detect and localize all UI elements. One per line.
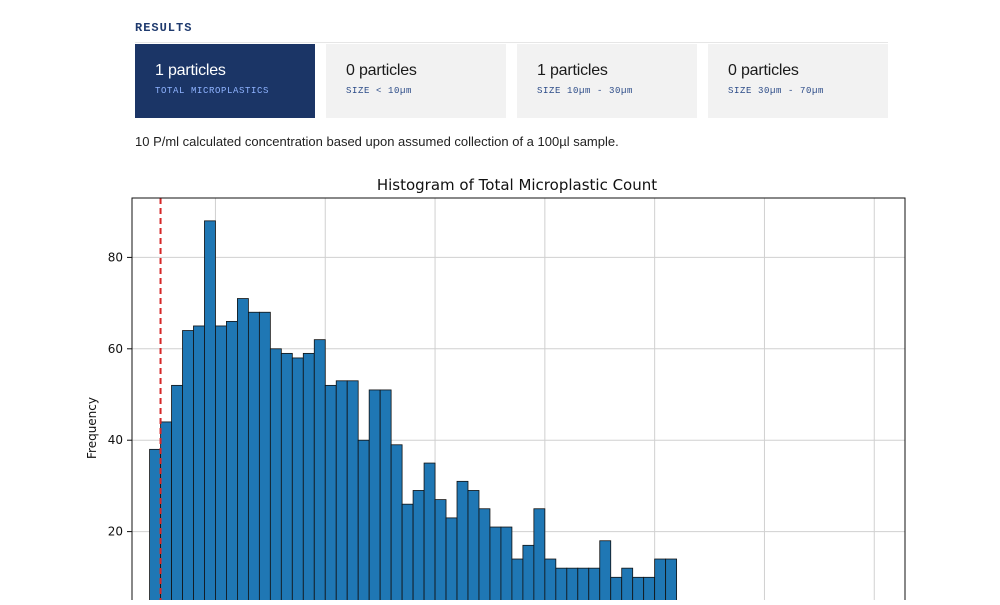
histogram-bar xyxy=(544,558,557,605)
histogram-bar xyxy=(215,325,227,605)
histogram-svg: Histogram of Total Microplastic Count 20… xyxy=(85,176,906,605)
card-label: SIZE < 10µm xyxy=(346,86,413,96)
histogram-bar xyxy=(226,320,238,605)
histogram-bar xyxy=(577,567,590,605)
histogram-bar xyxy=(423,462,436,605)
card-label: SIZE 30µm - 70µm xyxy=(728,86,825,96)
results-header: RESULTS xyxy=(135,18,888,43)
results-cards: 1 particles TOTAL MICROPLASTICS 0 partic… xyxy=(135,44,888,118)
histogram-bar xyxy=(643,576,656,605)
histogram-bar xyxy=(555,567,568,605)
card-count: 1 particles xyxy=(537,62,608,79)
chart-title: Histogram of Total Microplastic Count xyxy=(377,176,657,194)
histogram-bar xyxy=(467,490,480,605)
y-tick-label: 60 xyxy=(108,342,123,356)
histogram-bar xyxy=(171,384,183,605)
histogram-bar xyxy=(522,544,535,605)
histogram-bar xyxy=(445,517,458,605)
histogram-bar xyxy=(368,389,381,605)
concentration-note: 10 P/ml calculated concentration based u… xyxy=(135,134,619,149)
histogram-bar xyxy=(621,567,634,605)
histogram-bar xyxy=(665,558,678,605)
histogram-bar xyxy=(456,480,469,605)
histogram-bar xyxy=(401,503,414,605)
histogram-bar xyxy=(302,352,315,605)
histogram-bar xyxy=(478,508,491,605)
histogram-bar xyxy=(632,576,645,605)
histogram-bar xyxy=(379,389,392,605)
card-label: SIZE 10µm - 30µm xyxy=(537,86,634,96)
histogram-bar xyxy=(247,311,260,605)
histogram-bar xyxy=(149,448,161,605)
y-axis-label: Frequency xyxy=(85,397,99,459)
histogram-bar xyxy=(160,421,172,605)
histogram-chart: Histogram of Total Microplastic Count 20… xyxy=(0,165,1000,605)
histogram-bar xyxy=(291,357,304,605)
histogram-bar xyxy=(610,576,623,605)
histogram-bar xyxy=(489,526,502,605)
histogram-bar xyxy=(566,567,579,605)
card-count: 0 particles xyxy=(728,62,799,79)
histogram-bar xyxy=(313,339,326,605)
histogram-bar xyxy=(412,490,425,605)
histogram-bar xyxy=(588,567,601,605)
histogram-bar xyxy=(182,330,194,605)
y-tick-label: 40 xyxy=(108,433,123,447)
card-size-10-30um[interactable]: 1 particles SIZE 10µm - 30µm xyxy=(517,44,697,118)
y-tick-label: 80 xyxy=(108,250,123,264)
histogram-bar xyxy=(346,380,359,605)
histogram-bar xyxy=(500,526,513,605)
histogram-bar xyxy=(193,325,205,605)
histogram-bar xyxy=(324,384,337,605)
plot-frame xyxy=(131,197,906,605)
histogram-bar xyxy=(280,352,293,605)
histogram-bar xyxy=(511,558,524,605)
histogram-bar xyxy=(654,558,667,605)
card-label: TOTAL MICROPLASTICS xyxy=(155,86,270,96)
histogram-bar xyxy=(599,540,612,605)
histogram-bar xyxy=(335,380,348,605)
histogram-bar xyxy=(204,220,216,605)
y-tick-label: 20 xyxy=(108,525,123,539)
card-total-microplastics[interactable]: 1 particles TOTAL MICROPLASTICS xyxy=(135,44,315,118)
card-count: 1 particles xyxy=(155,62,226,79)
histogram-bar xyxy=(390,444,403,605)
histogram-bar xyxy=(533,508,546,605)
histogram-bar xyxy=(258,311,271,605)
card-size-30-70um[interactable]: 0 particles SIZE 30µm - 70µm xyxy=(708,44,888,118)
card-size-under-10um[interactable]: 0 particles SIZE < 10µm xyxy=(326,44,506,118)
results-title: RESULTS xyxy=(135,21,193,35)
card-count: 0 particles xyxy=(346,62,417,79)
histogram-bar xyxy=(269,348,282,605)
histogram-bar xyxy=(237,298,249,605)
histogram-bar xyxy=(357,439,370,605)
histogram-bar xyxy=(434,499,447,605)
